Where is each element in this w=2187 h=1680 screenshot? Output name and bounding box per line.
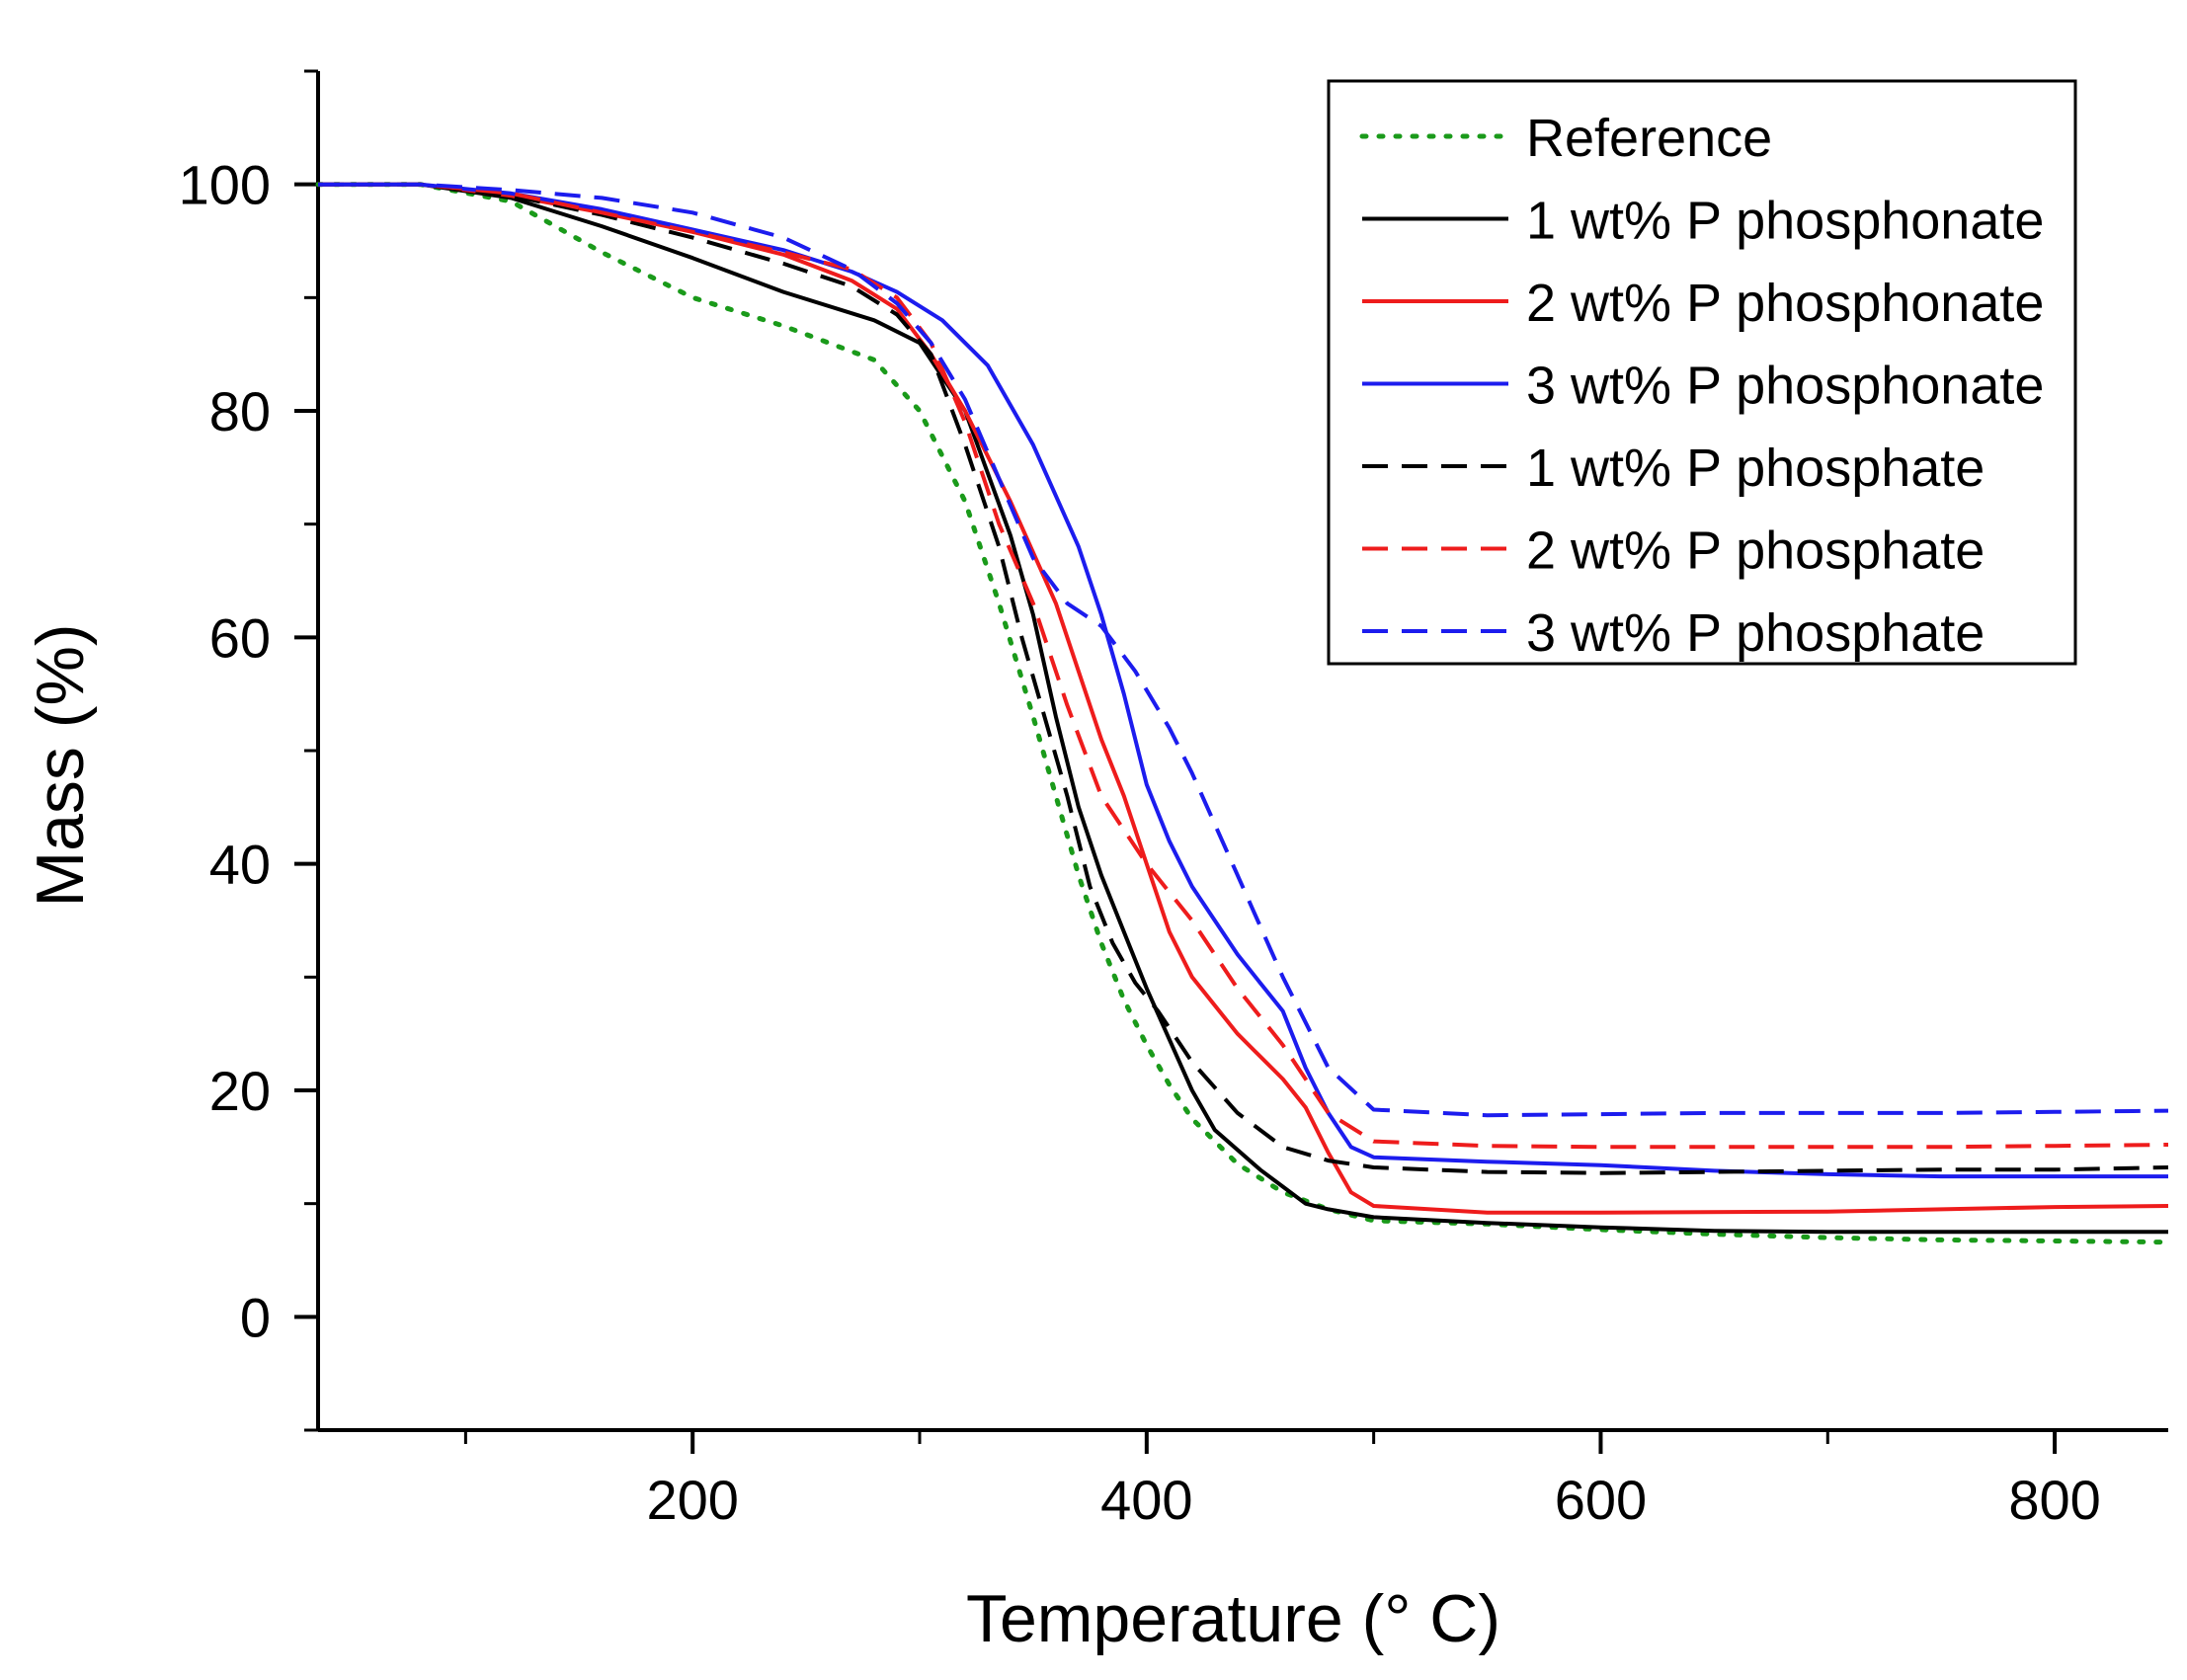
x-axis-title: Temperature (° C): [966, 1581, 1500, 1656]
series-line-5: [318, 182, 2169, 1175]
legend-label-3: 2 wt% P phosphonate: [1526, 274, 2044, 333]
series-line-6: [318, 182, 2169, 1150]
series-line-7: [318, 182, 2169, 1118]
legend-label-7: 3 wt% P phosphate: [1526, 603, 1984, 663]
y-tick-label: 0: [240, 1286, 271, 1348]
legend-box: [1327, 79, 2077, 666]
legend-label-5: 1 wt% P phosphate: [1526, 439, 1984, 498]
y-tick-label: 40: [209, 834, 271, 896]
x-tick-label: 200: [646, 1469, 738, 1531]
x-tick-label: 600: [1555, 1469, 1647, 1531]
legend-label-4: 3 wt% P phosphonate: [1526, 357, 2044, 416]
y-tick-label: 20: [209, 1060, 271, 1122]
legend-label-1: Reference: [1526, 109, 1772, 168]
y-tick-label: 60: [209, 606, 271, 669]
x-tick-label: 800: [2008, 1469, 2100, 1531]
series-line-2: [318, 182, 2168, 1235]
legend-label-2: 1 wt% P phosphonate: [1526, 192, 2044, 251]
x-tick-label: 400: [1100, 1469, 1192, 1531]
y-axis-title: Mass (%): [23, 623, 98, 907]
series-line-1: [315, 182, 2171, 1245]
series-line-3: [318, 182, 2169, 1215]
y-tick-label: 100: [179, 154, 271, 216]
y-tick-label: 80: [209, 380, 271, 442]
legend-label-6: 2 wt% P phosphate: [1526, 521, 1984, 581]
